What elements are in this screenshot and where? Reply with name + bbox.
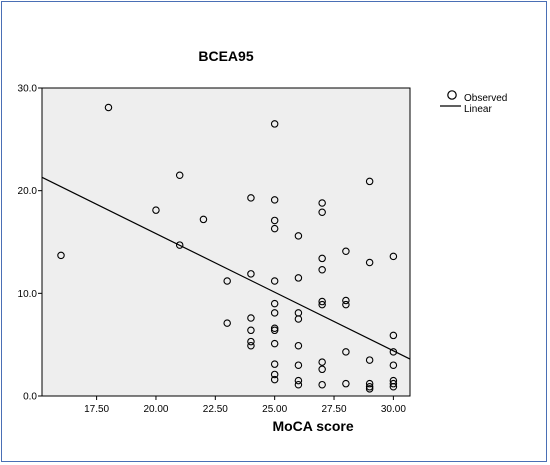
x-tick-label: 17.50: [84, 404, 109, 415]
observed-point: [342, 247, 350, 255]
observed-point: [294, 274, 303, 282]
observed-point: [342, 296, 350, 305]
x-tick-label: 20.00: [143, 404, 168, 415]
observed-point: [365, 383, 374, 391]
observed-point: [270, 299, 279, 308]
observed-point: [270, 360, 279, 368]
observed-point: [294, 376, 303, 385]
legend-observed-label: Observed: [464, 93, 507, 104]
observed-point: [389, 383, 398, 391]
observed-points-layer: [57, 103, 398, 393]
observed-point: [223, 277, 231, 285]
observed-point: [318, 265, 326, 274]
observed-point: [247, 194, 255, 202]
observed-point: [342, 379, 350, 388]
observed-point: [223, 319, 231, 327]
observed-point: [270, 375, 279, 384]
observed-point: [247, 314, 255, 322]
legend-linear-label: Linear: [464, 104, 492, 115]
observed-point: [270, 309, 279, 317]
observed-point: [365, 385, 374, 393]
observed-point: [365, 356, 374, 364]
observed-point: [247, 270, 255, 278]
observed-point: [294, 315, 303, 323]
observed-point: [365, 258, 374, 267]
observed-point: [389, 361, 398, 369]
observed-point: [294, 341, 303, 350]
observed-point: [270, 370, 279, 379]
chart-title: BCEA95: [198, 48, 253, 64]
y-axis-ticks: 0.0 10.0 20.0 30.0: [18, 84, 42, 403]
observed-point: [270, 120, 279, 128]
observed-point: [365, 379, 374, 388]
legend: Observed Linear: [440, 90, 507, 115]
observed-point: [270, 216, 279, 225]
y-tick-label: 30.0: [18, 84, 38, 95]
observed-point: [270, 196, 279, 204]
observed-point: [175, 171, 184, 180]
observed-point: [318, 358, 326, 366]
observed-point: [270, 326, 279, 335]
observed-point: [389, 348, 398, 356]
observed-point: [389, 252, 398, 261]
y-tick-label: 20.0: [18, 186, 38, 197]
observed-point: [342, 300, 350, 309]
x-tick-label: 22.50: [203, 404, 228, 415]
linear-fit-layer: [41, 176, 411, 360]
observed-point: [318, 199, 326, 207]
observed-point: [270, 224, 279, 233]
observed-point: [318, 208, 326, 216]
x-axis-ticks: 17.50 20.00 22.50 25.00 27.50 30.00: [84, 396, 406, 415]
observed-point: [247, 341, 255, 350]
observed-point: [318, 300, 326, 309]
plot-area: [41, 87, 411, 397]
x-tick-label: 30.00: [381, 404, 406, 415]
observed-point: [104, 103, 113, 112]
y-tick-label: 0.0: [23, 392, 37, 403]
observed-point: [247, 326, 255, 335]
observed-point: [389, 331, 398, 340]
observed-point: [318, 254, 326, 263]
observed-point: [270, 324, 279, 332]
legend-observed-marker: [447, 90, 457, 100]
observed-point: [318, 365, 326, 374]
observed-point: [294, 361, 303, 369]
y-tick-label: 10.0: [18, 289, 38, 300]
observed-point: [389, 379, 398, 388]
observed-point: [175, 241, 184, 249]
linear-fit-line: [41, 176, 411, 360]
observed-point: [318, 380, 326, 389]
observed-point: [342, 348, 350, 356]
observed-point: [152, 206, 160, 214]
observed-point: [365, 177, 374, 186]
observed-point: [270, 339, 279, 348]
observed-point: [57, 251, 65, 260]
observed-point: [318, 297, 326, 306]
observed-point: [270, 277, 279, 285]
observed-point: [294, 232, 303, 240]
x-tick-label: 25.00: [262, 404, 287, 415]
observed-point: [247, 337, 255, 346]
x-tick-label: 27.50: [322, 404, 347, 415]
x-axis-title: MoCA score: [272, 418, 353, 434]
observed-point: [199, 215, 208, 224]
observed-point: [294, 380, 303, 389]
